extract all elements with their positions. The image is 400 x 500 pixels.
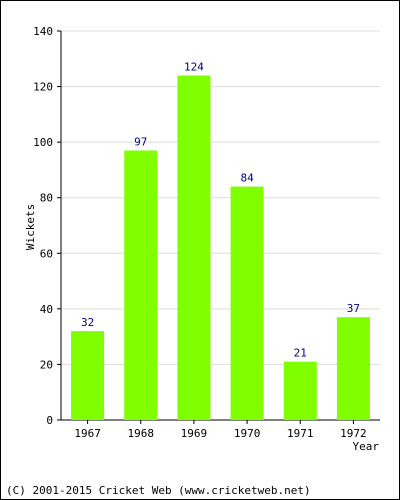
copyright-footer: (C) 2001-2015 Cricket Web (www.cricketwe… xyxy=(6,484,311,497)
bars xyxy=(71,75,370,420)
x-tick-label: 1968 xyxy=(128,427,155,440)
bar xyxy=(336,317,370,420)
y-tick-label: 100 xyxy=(33,136,53,149)
y-tick-label: 0 xyxy=(46,414,53,427)
data-labels: 32 97 124 84 21 37 xyxy=(81,60,360,359)
axes xyxy=(57,30,380,424)
x-tick-labels: 1967 1968 1969 1970 1971 1972 xyxy=(74,427,366,440)
x-axis-label: Year xyxy=(353,440,380,453)
x-tick-label: 1971 xyxy=(287,427,314,440)
bar xyxy=(124,150,158,420)
x-tick-label: 1969 xyxy=(181,427,208,440)
bar-value-label: 84 xyxy=(240,172,254,185)
y-tick-labels: 0 20 40 60 80 100 120 140 xyxy=(33,25,53,427)
x-tick-label: 1967 xyxy=(74,427,101,440)
y-tick-label: 60 xyxy=(40,247,53,260)
bar-value-label: 32 xyxy=(81,316,94,329)
bar xyxy=(283,361,317,420)
y-axis-label: Wickets xyxy=(24,204,37,250)
bar xyxy=(71,331,105,420)
bar-value-label: 97 xyxy=(134,135,147,148)
y-tick-label: 80 xyxy=(40,192,53,205)
y-tick-label: 120 xyxy=(33,81,53,94)
bar-value-label: 21 xyxy=(294,347,307,360)
y-tick-label: 40 xyxy=(40,303,53,316)
bar xyxy=(230,186,264,420)
x-tick-label: 1972 xyxy=(340,427,367,440)
bar-value-label: 37 xyxy=(347,302,360,315)
gridlines xyxy=(61,30,380,365)
bar xyxy=(177,75,211,420)
bar-value-label: 124 xyxy=(184,60,204,73)
x-tick-label: 1970 xyxy=(234,427,261,440)
y-tick-label: 20 xyxy=(40,358,53,371)
y-tick-label: 140 xyxy=(33,25,53,38)
